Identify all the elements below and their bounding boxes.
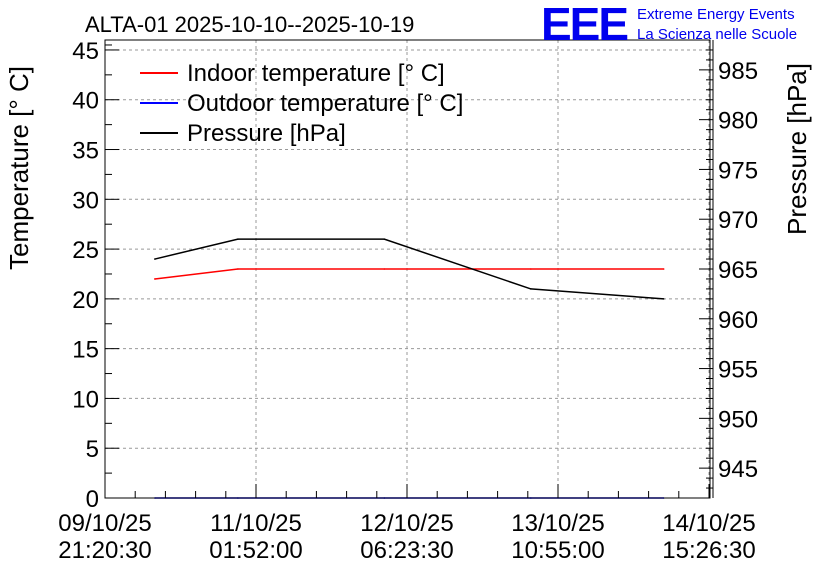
y2-tick-label: 960 — [718, 307, 758, 334]
data-point-indoor-temperature-c — [383, 268, 386, 270]
y-tick-label: 15 — [72, 337, 99, 364]
y2-tick-label: 965 — [718, 257, 758, 284]
y2-tick-label: 985 — [718, 58, 758, 85]
x-tick-label-date: 09/10/25 — [58, 510, 151, 537]
x-tick-label-time: 21:20:30 — [58, 537, 151, 564]
y-axis-label: Temperature [° C] — [4, 66, 34, 270]
series-layer — [154, 238, 665, 499]
x-tick-label-date: 11/10/25 — [210, 510, 302, 537]
y-tick-label: 30 — [72, 187, 99, 214]
x-tick-label-time: 10:55:00 — [511, 537, 604, 564]
y-axis-right: 945 950 955 960 965 970 975 980 985 — [699, 49, 758, 489]
y-tick-label: 45 — [72, 38, 99, 65]
data-point-pressure-hpa — [662, 298, 665, 300]
data-point-pressure-hpa — [530, 288, 532, 290]
legend-label: Pressure [hPa] — [187, 120, 346, 147]
y-tick-label: 40 — [72, 88, 99, 115]
logo-letters: EEE — [541, 0, 627, 50]
x-tick-label-time: 15:26:30 — [662, 537, 755, 564]
y-tick-label: 25 — [72, 237, 99, 264]
x-tick-label-date: 13/10/25 — [511, 510, 604, 537]
legend-label: Indoor temperature [° C] — [187, 60, 445, 87]
legend: Indoor temperature [° C] Outdoor temperat… — [140, 60, 463, 147]
data-point-indoor-temperature-c — [154, 278, 156, 280]
y2-tick-label: 945 — [718, 456, 758, 483]
logo-line-2: La Scienza nelle Scuole — [637, 26, 797, 43]
data-point-indoor-temperature-c — [662, 268, 665, 270]
y-tick-label: 10 — [72, 386, 99, 413]
data-point-pressure-hpa — [383, 238, 386, 240]
x-tick-label-date: 12/10/25 — [360, 510, 453, 537]
chart-title: ALTA-01 2025-10-10--2025-10-19 — [85, 12, 414, 37]
y2-tick-label: 970 — [718, 207, 758, 234]
y2-tick-label: 950 — [718, 406, 758, 433]
series-line-indoor-temperature-c — [154, 268, 664, 280]
x-tick-label-date: 14/10/25 — [662, 510, 755, 537]
y-axis-left: 0 5 10 15 20 25 30 35 40 45 — [72, 38, 119, 513]
data-point-indoor-temperature-c — [530, 268, 532, 270]
eee-logo: EEE Extreme Energy Events La Scienza nel… — [541, 0, 797, 50]
y-tick-label: 5 — [86, 436, 99, 463]
legend-label: Outdoor temperature [° C] — [187, 90, 463, 117]
y2-tick-label: 975 — [718, 157, 758, 184]
x-tick-label-time: 06:23:30 — [360, 537, 453, 564]
y-tick-label: 35 — [72, 138, 99, 165]
x-tick-label-time: 01:52:00 — [209, 537, 302, 564]
data-point-pressure-hpa — [154, 258, 156, 260]
logo-line-1: Extreme Energy Events — [637, 6, 795, 23]
y2-axis-label: Pressure [hPa] — [782, 63, 812, 235]
data-point-indoor-temperature-c — [237, 268, 239, 270]
y2-tick-label: 980 — [718, 108, 758, 135]
data-point-pressure-hpa — [237, 238, 239, 240]
y-tick-label: 20 — [72, 287, 99, 314]
y-tick-label: 0 — [86, 486, 99, 513]
y2-tick-label: 955 — [718, 357, 758, 384]
